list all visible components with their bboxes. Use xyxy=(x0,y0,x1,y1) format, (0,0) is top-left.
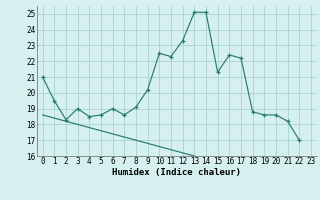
X-axis label: Humidex (Indice chaleur): Humidex (Indice chaleur) xyxy=(112,168,241,177)
